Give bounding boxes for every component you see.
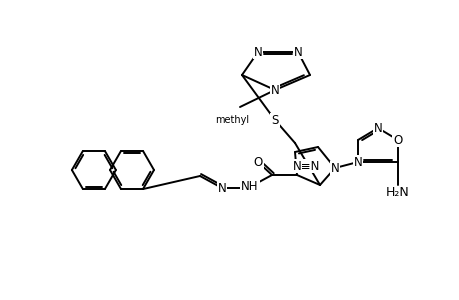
- Text: O: O: [253, 155, 262, 169]
- Text: NH: NH: [241, 181, 258, 194]
- Text: H₂N: H₂N: [385, 187, 409, 200]
- Text: N: N: [293, 46, 302, 59]
- Text: N: N: [353, 155, 362, 169]
- Text: N: N: [253, 46, 262, 59]
- Text: N: N: [217, 182, 226, 194]
- Text: O: O: [392, 134, 402, 146]
- Text: methyl: methyl: [214, 115, 248, 125]
- Text: N: N: [270, 83, 279, 97]
- Text: N: N: [330, 161, 339, 175]
- Text: S: S: [271, 113, 278, 127]
- Text: N≡N: N≡N: [292, 160, 319, 172]
- Text: N: N: [373, 122, 381, 134]
